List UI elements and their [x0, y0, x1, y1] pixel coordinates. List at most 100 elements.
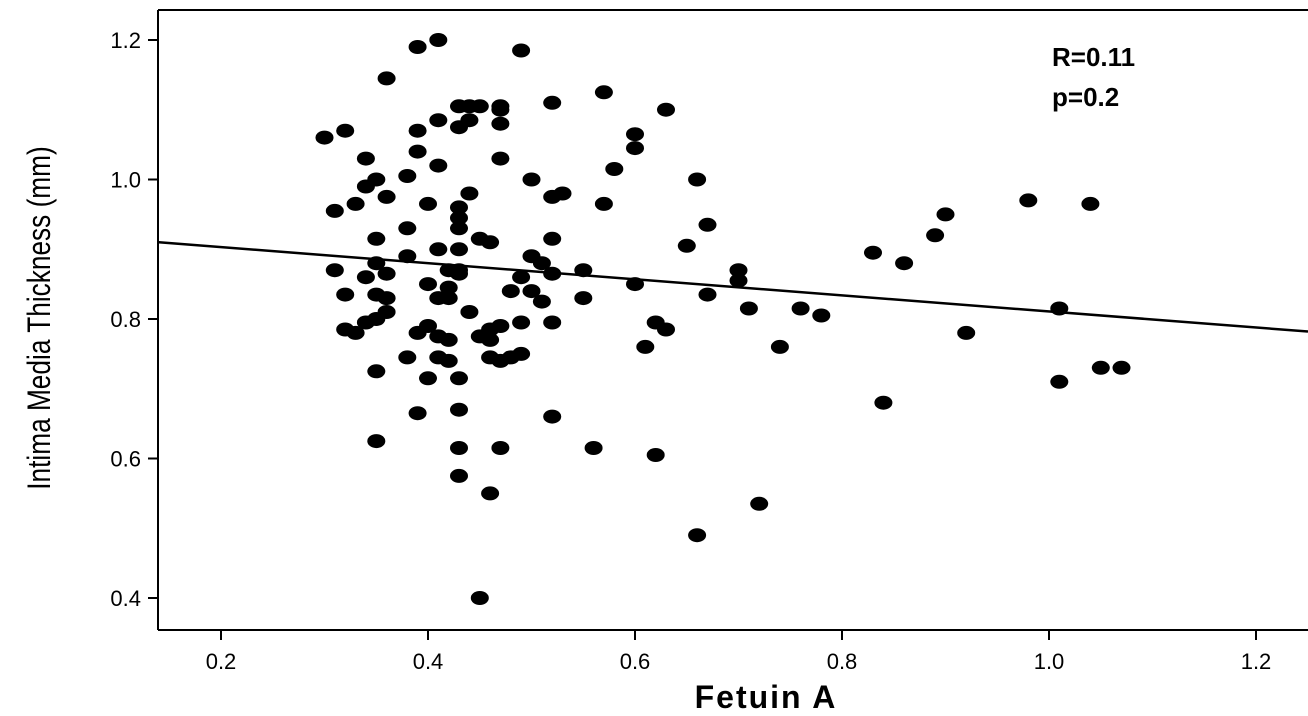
data-point [481, 235, 500, 250]
data-point [377, 71, 396, 86]
data-point [439, 291, 458, 306]
data-point [377, 266, 396, 281]
y-tick-label: 0.8 [110, 307, 141, 332]
data-point [439, 332, 458, 347]
data-point [791, 301, 810, 316]
data-point [398, 169, 417, 183]
data-point [377, 291, 396, 306]
data-point [491, 319, 510, 333]
y-tick-label: 1.0 [110, 168, 141, 193]
data-point [1019, 193, 1038, 208]
data-point [450, 210, 468, 225]
data-point [481, 332, 500, 347]
data-point [1050, 374, 1069, 389]
data-point [532, 256, 551, 271]
x-axis-title: Fetuin A [695, 679, 838, 715]
data-point [408, 406, 427, 421]
data-point [698, 217, 717, 232]
data-point [450, 200, 468, 215]
data-point [543, 315, 562, 330]
y-tick-label: 1.2 [110, 28, 141, 53]
axes [157, 9, 1308, 631]
data-point [729, 273, 748, 288]
data-point [636, 339, 655, 354]
data-point [460, 113, 479, 128]
data-point [336, 287, 355, 302]
data-point [1112, 360, 1131, 375]
annotation-r-value: R=0.11 [1052, 42, 1135, 72]
data-point [1091, 360, 1110, 375]
data-point [522, 172, 541, 187]
data-point [532, 294, 551, 309]
data-point [336, 123, 355, 138]
data-point [346, 325, 365, 340]
x-ticks: 0.2 0.4 0.6 0.8 1.0 1.2 [206, 630, 1272, 674]
data-point [750, 496, 769, 511]
y-ticks: 0.4 0.6 0.8 1.0 1.2 [110, 28, 158, 611]
data-point [419, 371, 437, 386]
data-point [491, 116, 510, 131]
data-point [408, 144, 427, 159]
data-point [512, 270, 531, 285]
data-point [626, 127, 644, 142]
data-point [812, 308, 831, 323]
data-point [936, 207, 955, 222]
data-point [491, 441, 510, 455]
data-point [470, 591, 489, 605]
data-point [1081, 196, 1100, 211]
data-point [460, 305, 479, 319]
data-point [594, 196, 613, 211]
data-point [543, 409, 562, 424]
data-point [398, 350, 417, 365]
data-point [688, 528, 707, 543]
data-point [646, 448, 665, 462]
data-point [356, 315, 375, 330]
data-point [429, 33, 448, 47]
data-point [584, 441, 603, 455]
data-point [501, 284, 520, 299]
data-point [677, 238, 696, 253]
data-point [439, 280, 458, 295]
data-point [325, 203, 344, 218]
data-point [626, 141, 644, 156]
data-point [356, 270, 375, 285]
data-point [398, 249, 417, 264]
data-point [874, 395, 893, 410]
data-point [450, 266, 468, 281]
data-point [657, 102, 675, 117]
x-tick-label: 0.6 [620, 649, 651, 674]
data-point [605, 162, 624, 176]
data-point [408, 123, 427, 138]
data-point [450, 221, 468, 236]
regression-line [158, 241, 1308, 333]
data-point [367, 434, 386, 449]
data-point [450, 468, 468, 483]
data-point [594, 85, 613, 100]
data-point [698, 287, 717, 302]
data-point [408, 325, 427, 340]
data-point [574, 291, 593, 306]
data-point [470, 99, 489, 114]
data-point [346, 196, 365, 211]
data-point [439, 353, 458, 368]
x-tick-label: 0.4 [413, 649, 444, 674]
y-tick-label: 0.6 [110, 447, 141, 472]
data-point [429, 113, 448, 128]
y-axis-title: Intima Media Thickness (mm) [23, 146, 58, 490]
data-point [419, 277, 437, 292]
data-point [543, 95, 562, 110]
data-point [429, 158, 448, 173]
data-point [543, 231, 562, 246]
data-point [739, 301, 758, 316]
data-point [356, 151, 375, 166]
data-point [367, 231, 386, 246]
data-point [377, 189, 396, 204]
data-point [926, 228, 945, 243]
data-point [729, 263, 748, 278]
data-point [398, 221, 417, 236]
x-tick-label: 1.2 [1241, 649, 1272, 674]
data-point [512, 43, 531, 58]
data-point [429, 242, 448, 257]
data-point [688, 172, 707, 187]
data-point [491, 102, 510, 117]
